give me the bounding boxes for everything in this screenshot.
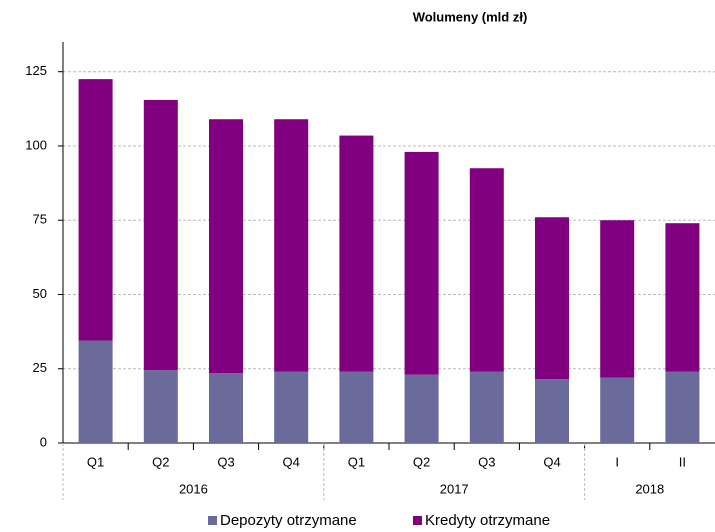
bar-segment [209,119,243,374]
bar-segment [469,371,504,443]
bar-segment [404,374,439,443]
y-tick-label: 50 [33,286,47,301]
bar-segment [143,99,178,371]
x-tick-label: I [615,454,619,469]
x-tick-label: Q1 [348,454,365,469]
x-tick-label: Q3 [478,454,495,469]
y-tick-label: 125 [25,63,47,78]
x-tick-label: Q2 [152,454,169,469]
bar-segment [339,371,374,443]
y-tick-label: 100 [25,137,47,152]
y-tick-label: 0 [40,434,47,449]
group-label: 2017 [440,481,469,496]
legend-swatch [413,516,422,525]
x-tick-label: Q3 [217,454,234,469]
bar-segment [274,119,309,372]
x-tick-label: Q1 [87,454,104,469]
bar-segment [274,371,309,443]
group-label: 2018 [635,481,664,496]
bar-segment [209,373,243,443]
x-tick-label: II [679,454,686,469]
legend-label: Kredyty otrzymane [425,512,550,529]
x-tick-label: Q4 [283,454,300,469]
y-tick-label: 75 [33,212,47,227]
bar-segment [143,370,178,443]
legend-swatch [208,516,217,525]
y-tick-label: 25 [33,360,47,375]
bar-segment [665,223,700,372]
legend-label: Depozyty otrzymane [220,512,357,529]
x-tick-label: Q2 [413,454,430,469]
x-tick-label: Q4 [543,454,560,469]
bar-segment [469,168,504,372]
bar-segment [600,220,635,378]
bar-segment [535,217,569,380]
bar-segment [535,379,569,443]
bar-segment [339,135,374,372]
bar-segment [78,79,113,341]
bar-segment [78,340,113,443]
bar-segment [665,371,700,443]
bar-segment [404,151,439,375]
bar-segment [600,377,635,443]
chart-title: Wolumeny (mld zł) [413,9,528,24]
group-label: 2016 [179,481,208,496]
